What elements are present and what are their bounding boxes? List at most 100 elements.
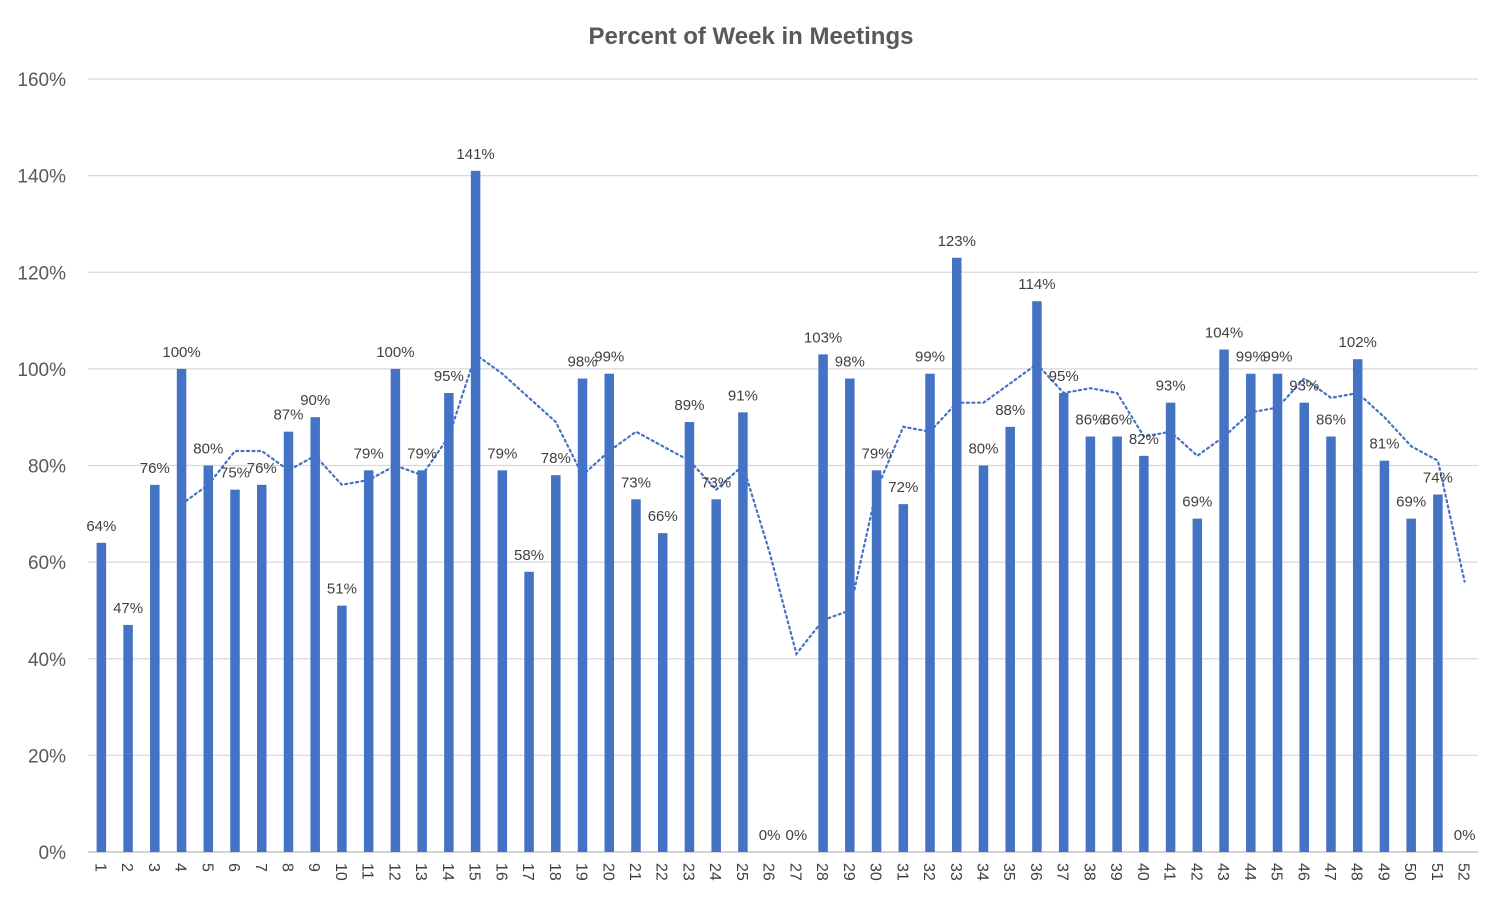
x-tick-label: 13 xyxy=(412,863,429,881)
bar xyxy=(444,393,454,852)
data-label: 104% xyxy=(1205,325,1243,342)
bar xyxy=(1005,426,1015,852)
bar xyxy=(283,431,294,852)
x-tick-label: 12 xyxy=(385,863,402,881)
x-tick-label: 38 xyxy=(1080,863,1097,881)
data-label: 81% xyxy=(1369,436,1399,453)
x-tick-label: 52 xyxy=(1455,863,1472,881)
data-label: 82% xyxy=(1129,431,1159,448)
data-label: 64% xyxy=(86,518,116,535)
data-label: 103% xyxy=(804,329,842,346)
bar xyxy=(310,417,320,852)
x-tick-label: 36 xyxy=(1027,863,1044,881)
x-tick-label: 30 xyxy=(867,863,884,881)
data-label: 72% xyxy=(888,479,918,496)
bar xyxy=(230,489,240,852)
x-tick-label: 47 xyxy=(1321,863,1338,881)
data-label: 0% xyxy=(1454,827,1476,844)
x-tick-label: 14 xyxy=(439,863,456,881)
x-tick-label: 7 xyxy=(252,863,269,872)
bar xyxy=(417,470,427,852)
bar xyxy=(631,499,641,852)
data-label: 95% xyxy=(1049,368,1079,385)
data-label: 98% xyxy=(568,354,598,371)
x-tick-label: 21 xyxy=(626,863,643,881)
bar xyxy=(96,542,107,852)
data-label: 0% xyxy=(786,827,808,844)
bar xyxy=(604,373,614,852)
bar xyxy=(952,257,962,853)
x-tick-label: 15 xyxy=(466,863,483,881)
x-tick-label: 22 xyxy=(653,863,670,881)
bar xyxy=(1219,349,1229,852)
data-label: 91% xyxy=(728,387,758,404)
data-label: 78% xyxy=(541,450,571,467)
data-label: 74% xyxy=(1423,469,1453,486)
data-label: 73% xyxy=(621,474,651,491)
x-tick-label: 2 xyxy=(118,863,135,872)
y-tick-label: 140% xyxy=(17,167,66,188)
x-tick-label: 8 xyxy=(278,863,295,872)
bar xyxy=(1192,518,1203,852)
data-label: 102% xyxy=(1339,334,1377,351)
y-tick-label: 0% xyxy=(39,843,67,864)
x-tick-label: 18 xyxy=(546,863,563,881)
x-tick-label: 26 xyxy=(760,863,777,881)
data-label: 66% xyxy=(648,508,678,525)
x-tick-label: 33 xyxy=(947,863,964,881)
bars xyxy=(96,170,1443,853)
x-tick-label: 41 xyxy=(1161,863,1178,881)
data-label: 0% xyxy=(759,827,781,844)
data-label: 88% xyxy=(995,402,1025,419)
x-tick-label: 3 xyxy=(145,863,162,872)
data-label: 69% xyxy=(1396,494,1426,511)
data-label: 100% xyxy=(376,344,414,361)
data-label: 98% xyxy=(835,354,865,371)
x-tick-label: 17 xyxy=(519,863,536,881)
x-tick-label: 43 xyxy=(1214,863,1231,881)
x-tick-label: 16 xyxy=(492,863,509,881)
bar xyxy=(818,354,828,852)
data-label: 51% xyxy=(327,581,357,598)
data-label: 79% xyxy=(487,445,517,462)
x-tick-label: 42 xyxy=(1187,863,1204,881)
x-tick-label: 5 xyxy=(198,863,215,872)
bar xyxy=(1085,436,1096,852)
bar xyxy=(871,470,882,852)
x-tick-label: 51 xyxy=(1428,863,1445,881)
bar xyxy=(925,373,935,852)
bar xyxy=(176,368,187,852)
x-tick-label: 9 xyxy=(305,863,322,872)
x-axis-ticks: 1 2 3 4 5 6 7 8 9 10 11 12 13 14 15 16 17 18 19 20 21 22 23 24 2… xyxy=(91,863,1471,881)
data-label: 79% xyxy=(407,445,437,462)
x-tick-label: 31 xyxy=(893,863,910,881)
y-tick-label: 80% xyxy=(28,457,66,478)
bar xyxy=(257,484,267,852)
data-label: 80% xyxy=(968,441,998,458)
data-label: 73% xyxy=(701,474,731,491)
x-tick-label: 6 xyxy=(225,863,242,872)
y-tick-label: 100% xyxy=(17,360,66,381)
data-labels: 64%47%76%100%80%75%76%87%90%51%79%100%79… xyxy=(86,146,1475,844)
y-tick-label: 20% xyxy=(28,746,66,767)
bar xyxy=(497,470,508,852)
x-tick-label: 34 xyxy=(973,863,990,881)
x-tick-label: 44 xyxy=(1241,863,1258,881)
bar xyxy=(363,470,374,852)
x-tick-label: 25 xyxy=(733,863,750,881)
trendline xyxy=(180,352,1466,657)
data-label: 114% xyxy=(1018,276,1055,293)
x-tick-label: 48 xyxy=(1348,863,1365,881)
bar xyxy=(978,465,989,852)
x-tick-label: 37 xyxy=(1054,863,1071,881)
y-axis-ticks: 0% 20% 40% 60% 80% 100% 120% 140% 160% xyxy=(17,70,66,864)
x-tick-label: 27 xyxy=(786,863,803,881)
x-tick-label: 28 xyxy=(813,863,830,881)
trendline-layer xyxy=(180,352,1466,657)
bar xyxy=(1433,494,1443,852)
data-label: 93% xyxy=(1156,378,1186,395)
x-tick-label: 40 xyxy=(1134,863,1151,881)
y-tick-label: 120% xyxy=(17,263,66,284)
